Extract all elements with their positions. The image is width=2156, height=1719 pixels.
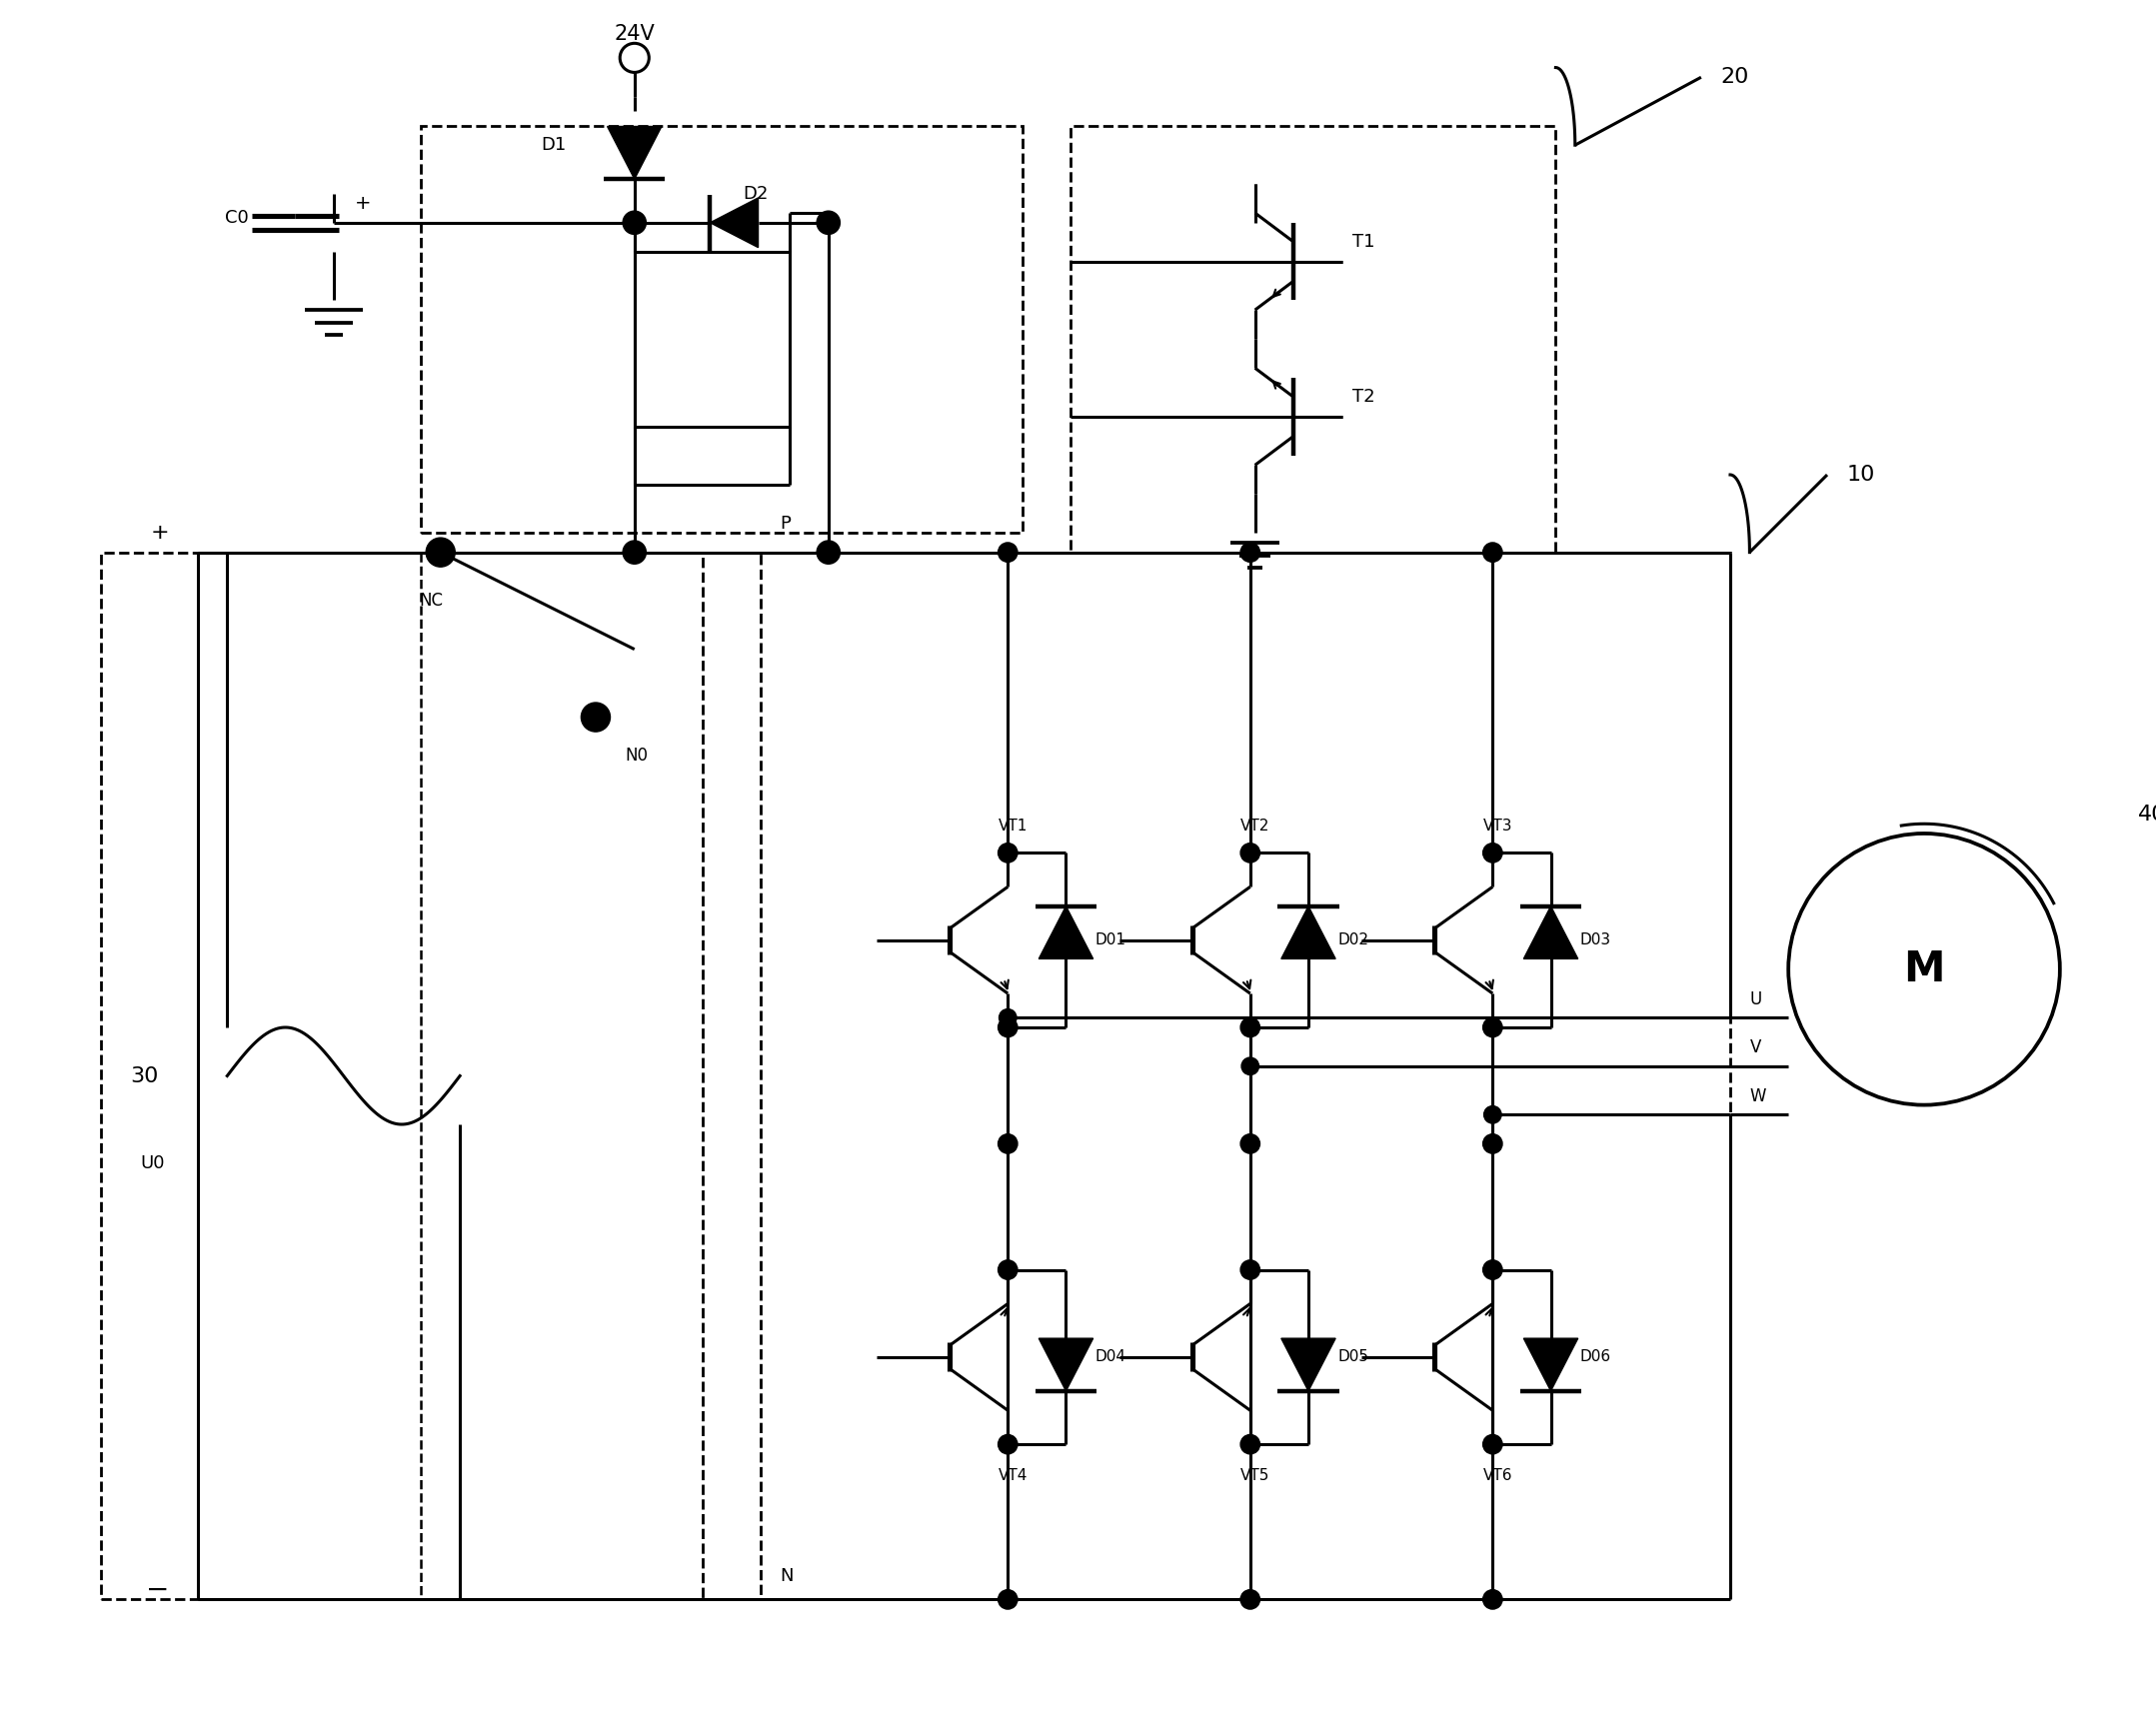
Polygon shape [709,198,759,248]
Text: N0: N0 [625,748,647,765]
Polygon shape [1039,1339,1093,1391]
Polygon shape [1524,1339,1578,1391]
Text: N: N [780,1568,793,1585]
Bar [761,552,1731,1599]
Circle shape [1483,1590,1503,1609]
Circle shape [582,703,610,732]
Text: VT1: VT1 [998,818,1026,834]
Circle shape [998,1018,1018,1037]
Text: 24V: 24V [614,24,655,43]
Text: 10: 10 [1846,464,1876,485]
Circle shape [998,1435,1018,1454]
Text: C0: C0 [224,208,248,227]
Text: 40: 40 [2137,804,2156,823]
Text: +: + [356,194,371,213]
Circle shape [1240,844,1259,863]
Bar [634,251,789,426]
Text: +: + [151,523,168,543]
Circle shape [817,211,841,234]
Text: D02: D02 [1337,933,1369,947]
Circle shape [1483,1260,1503,1279]
Circle shape [1483,543,1503,562]
Text: T2: T2 [1352,388,1376,406]
Text: VT4: VT4 [998,1468,1026,1483]
Text: D03: D03 [1580,933,1611,947]
Circle shape [998,1135,1018,1153]
Circle shape [621,43,649,72]
Bar [101,552,703,1599]
Text: D01: D01 [1095,933,1125,947]
Polygon shape [1524,906,1578,959]
Circle shape [998,1009,1015,1026]
Circle shape [1240,543,1259,562]
Circle shape [1483,1018,1503,1037]
Circle shape [1240,1135,1259,1153]
Circle shape [1240,1435,1259,1454]
Circle shape [1483,844,1503,863]
Text: D06: D06 [1580,1349,1611,1365]
Circle shape [1483,1135,1503,1153]
Circle shape [998,543,1018,562]
Text: D05: D05 [1337,1349,1369,1365]
Text: D2: D2 [744,184,768,203]
Bar [1072,125,1557,552]
Polygon shape [608,127,662,179]
Text: P: P [780,516,791,533]
Text: U: U [1749,990,1761,1007]
Circle shape [817,541,841,564]
Text: VT3: VT3 [1483,818,1511,834]
Text: 20: 20 [1720,67,1749,88]
Circle shape [427,538,455,567]
Circle shape [998,1260,1018,1279]
Circle shape [1483,1435,1503,1454]
Circle shape [998,1590,1018,1609]
Polygon shape [1039,906,1093,959]
Text: D04: D04 [1095,1349,1125,1365]
Text: VT5: VT5 [1240,1468,1270,1483]
Polygon shape [1281,906,1335,959]
Circle shape [1240,1260,1259,1279]
Circle shape [1240,1590,1259,1609]
Text: T1: T1 [1352,234,1376,251]
Circle shape [998,844,1018,863]
Circle shape [623,211,647,234]
Text: 30: 30 [129,1066,160,1086]
Text: U0: U0 [140,1153,164,1172]
Text: VT2: VT2 [1240,818,1270,834]
Circle shape [1242,1057,1259,1074]
Text: VT6: VT6 [1483,1468,1511,1483]
Text: NC: NC [418,591,442,610]
Text: D1: D1 [541,136,567,155]
Text: W: W [1749,1086,1766,1105]
Text: M: M [1904,949,1945,990]
Text: V: V [1749,1038,1761,1057]
Circle shape [623,541,647,564]
Circle shape [1483,1105,1501,1124]
Bar [420,125,1022,533]
Polygon shape [1281,1339,1335,1391]
Text: −: − [147,1576,168,1604]
Circle shape [1240,1018,1259,1037]
